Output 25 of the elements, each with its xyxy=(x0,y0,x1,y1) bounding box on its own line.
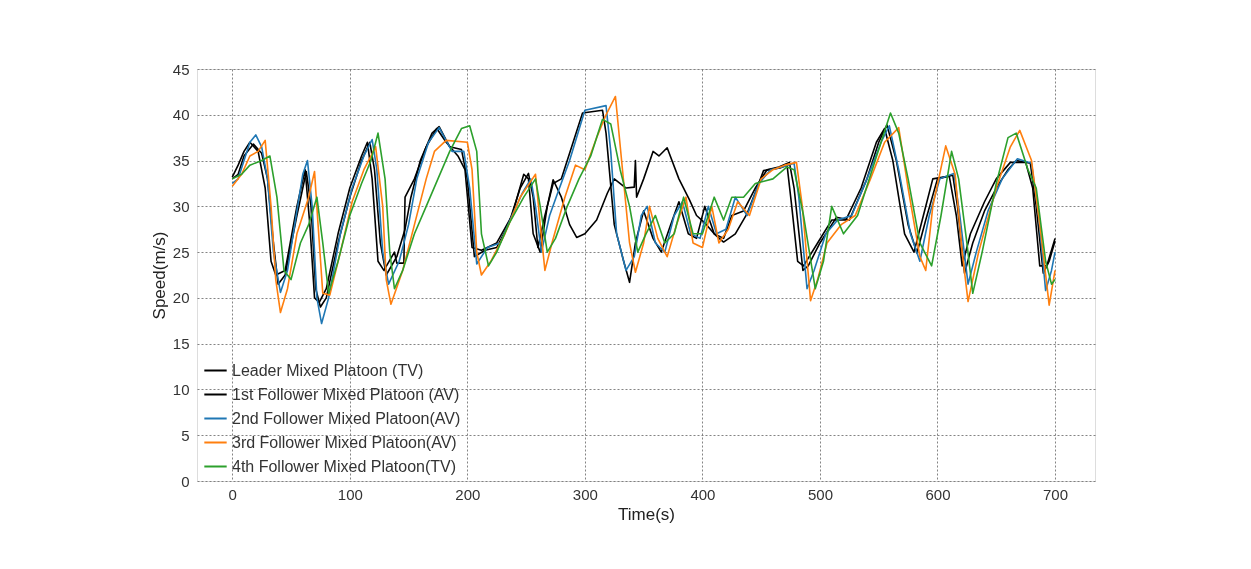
legend-label: 2nd Follower Mixed Platoon(AV) xyxy=(232,409,461,427)
y-tick-label: 25 xyxy=(172,243,190,261)
y-axis-title: Speed(m/s) xyxy=(149,231,169,320)
x-tick-label: 300 xyxy=(572,485,598,503)
y-tick-label: 40 xyxy=(172,106,190,124)
legend-label: 4th Follower Mixed Platoon(TV) xyxy=(232,457,457,475)
y-tick-label: 30 xyxy=(172,197,190,215)
x-tick-label: 500 xyxy=(807,485,833,503)
legend-label: 1st Follower Mixed Platoon (AV) xyxy=(232,385,460,403)
x-tick-label: 700 xyxy=(1043,485,1069,503)
y-tick-label: 15 xyxy=(172,335,190,353)
y-tick-label: 45 xyxy=(172,60,190,78)
y-tick-label: 5 xyxy=(181,426,190,444)
x-axis-title: Time(s) xyxy=(618,504,675,524)
x-tick-label: 200 xyxy=(455,485,481,503)
y-tick-label: 10 xyxy=(172,380,190,398)
x-tick-label: 600 xyxy=(925,485,951,503)
legend-label: Leader Mixed Platoon (TV) xyxy=(232,361,424,379)
x-tick-label: 100 xyxy=(337,485,363,503)
y-tick-label: 0 xyxy=(181,472,190,490)
x-tick-label: 400 xyxy=(690,485,716,503)
y-tick-label: 35 xyxy=(172,152,190,170)
x-tick-label: 0 xyxy=(228,485,237,503)
legend-label: 3rd Follower Mixed Platoon(AV) xyxy=(232,433,457,451)
y-tick-label: 20 xyxy=(172,289,190,307)
